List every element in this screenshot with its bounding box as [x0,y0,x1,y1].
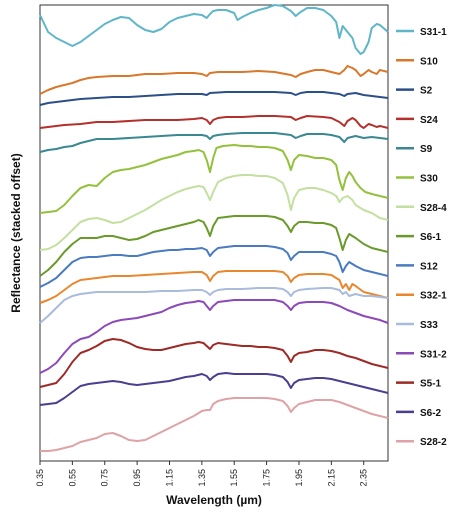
legend-label-s5-1: S5-1 [420,379,442,390]
series-line-s5-1 [39,338,389,388]
series-line-s24 [39,115,389,129]
x-tick-label: 1.55 [229,469,239,487]
x-tick-label: 0.55 [67,469,77,487]
legend-label-s12: S12 [420,261,438,272]
y-axis-title: Reflectance (stacked offset) [9,153,23,312]
x-tick-label: 0.95 [132,469,142,487]
x-tick-layer: 0.35 0.55 0.75 0.95 1.15 1.35 1.55 1.75 1.95 2.15… [35,461,369,487]
series-line-s30 [39,144,389,214]
x-tick-label: 2.15 [326,469,336,487]
series-line-s6-2 [39,372,389,406]
series-line-s12 [39,245,389,288]
series-line-s32-1 [39,270,389,304]
series-line-s6-1 [39,215,389,277]
series-line-s9 [39,132,389,153]
legend-label-s33: S33 [420,320,438,331]
legend-label-s9: S9 [420,144,433,155]
legend-label-s28-2: S28-2 [420,437,447,448]
x-tick-label: 0.75 [100,469,110,487]
legend-label-s2: S2 [420,86,433,97]
x-tick-label: 0.35 [35,469,45,487]
series-line-s28-4 [39,174,389,251]
x-tick-label: 1.95 [294,469,304,487]
legend-label-s24: S24 [420,115,438,126]
series-line-s31-2 [39,299,389,374]
series-line-s28-2 [40,397,389,452]
x-tick-label: 1.35 [197,469,207,487]
series-line-s10 [39,65,389,95]
x-axis-title: Wavelength (µm) [166,493,262,507]
x-tick-label: 1.15 [164,469,174,487]
legend-label-s30: S30 [420,174,438,185]
legend-label-s32-1: S32-1 [420,291,447,302]
x-tick-label: 2.35 [359,469,369,487]
legend-label-s31-1: S31-1 [420,27,447,38]
legend-label-s28-4: S28-4 [420,203,447,214]
legend-label-s6-1: S6-1 [420,232,442,243]
series-line-s33 [39,287,389,324]
series-line-s31-1 [39,4,389,55]
legend-label-s6-2: S6-2 [420,408,442,419]
plot-area-frame [39,4,389,462]
legend: S31-1 S10 S2 S24 S9 S30 S28-4 S6-1 S12 S32-1 S33 S3… [396,27,447,448]
legend-label-s10: S10 [420,56,438,67]
series-layer [39,4,389,452]
series-line-s2 [39,91,389,106]
x-tick-label: 1.75 [262,469,272,487]
legend-label-s31-2: S31-2 [420,349,447,360]
